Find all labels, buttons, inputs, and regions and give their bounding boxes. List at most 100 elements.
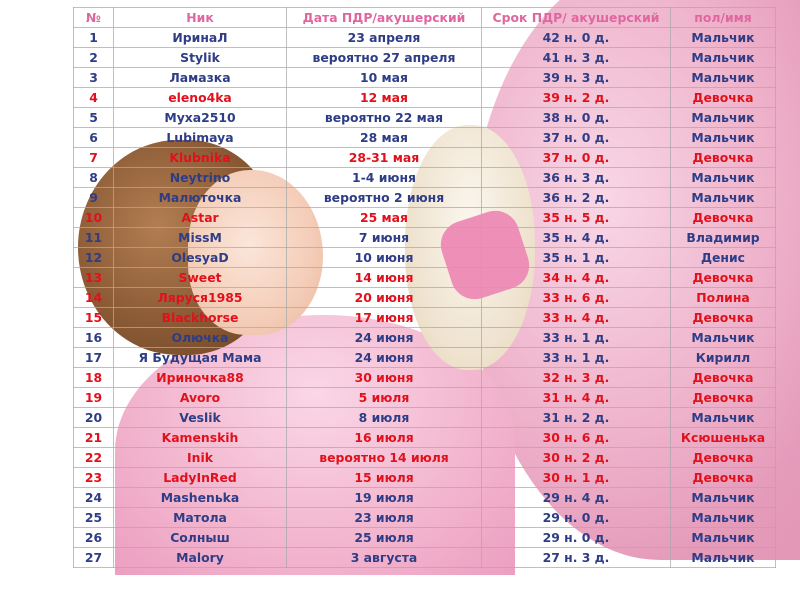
header-number: № bbox=[73, 7, 114, 28]
row-nick: Astar bbox=[113, 207, 287, 228]
table-row: 10 Astar 25 мая 35 н. 5 д. Девочка bbox=[73, 207, 776, 228]
row-number: 6 bbox=[73, 127, 114, 148]
row-due-date: 28 мая bbox=[286, 127, 482, 148]
row-gender: Девочка bbox=[670, 367, 776, 388]
row-term: 39 н. 2 д. bbox=[481, 87, 671, 108]
row-term: 35 н. 5 д. bbox=[481, 207, 671, 228]
row-due-date: 3 августа bbox=[286, 547, 482, 568]
row-due-date: 23 июля bbox=[286, 507, 482, 528]
row-number: 2 bbox=[73, 47, 114, 68]
row-due-date: 24 июня bbox=[286, 327, 482, 348]
header-due-date: Дата ПДР/акушерский bbox=[286, 7, 482, 28]
table-row: 19 Avoro 5 июля 31 н. 4 д. Девочка bbox=[73, 387, 776, 408]
row-gender: Мальчик bbox=[670, 47, 776, 68]
row-term: 35 н. 4 д. bbox=[481, 227, 671, 248]
row-number: 27 bbox=[73, 547, 114, 568]
table-row: 9 Малюточка вероятно 2 июня 36 н. 2 д. Мальч… bbox=[73, 187, 776, 208]
table-row: 11 MissM 7 июня 35 н. 4 д. Владимир bbox=[73, 227, 776, 248]
row-nick: Malory bbox=[113, 547, 287, 568]
row-gender: Мальчик bbox=[670, 67, 776, 88]
table-row: 20 Veslik 8 июля 31 н. 2 д. Мальчик bbox=[73, 407, 776, 428]
table-row: 14 Ляруся1985 20 июня 33 н. 6 д. Полина bbox=[73, 287, 776, 308]
row-nick: Neytrino bbox=[113, 167, 287, 188]
table-row: 21 Kamenskih 16 июля 30 н. 6 д. Ксюшенька bbox=[73, 427, 776, 448]
row-nick: Lubimaya bbox=[113, 127, 287, 148]
row-number: 24 bbox=[73, 487, 114, 508]
row-gender: Девочка bbox=[670, 267, 776, 288]
row-due-date: 10 мая bbox=[286, 67, 482, 88]
row-term: 36 н. 2 д. bbox=[481, 187, 671, 208]
table-row: 17 Я Будущая Мама 24 июня 33 н. 1 д. Кирилл bbox=[73, 347, 776, 368]
row-nick: Я Будущая Мама bbox=[113, 347, 287, 368]
row-gender: Девочка bbox=[670, 307, 776, 328]
row-nick: Ириночка88 bbox=[113, 367, 287, 388]
table-row: 13 Sweet 14 июня 34 н. 4 д. Девочка bbox=[73, 267, 776, 288]
row-due-date: 20 июня bbox=[286, 287, 482, 308]
row-number: 10 bbox=[73, 207, 114, 228]
row-term: 27 н. 3 д. bbox=[481, 547, 671, 568]
row-number: 23 bbox=[73, 467, 114, 488]
row-due-date: 30 июня bbox=[286, 367, 482, 388]
row-number: 22 bbox=[73, 447, 114, 468]
row-number: 1 bbox=[73, 27, 114, 48]
row-number: 8 bbox=[73, 167, 114, 188]
row-nick: Avoro bbox=[113, 387, 287, 408]
row-number: 14 bbox=[73, 287, 114, 308]
row-gender: Мальчик bbox=[670, 327, 776, 348]
row-gender: Девочка bbox=[670, 87, 776, 108]
row-nick: Sweet bbox=[113, 267, 287, 288]
row-due-date: 25 мая bbox=[286, 207, 482, 228]
row-due-date: 25 июля bbox=[286, 527, 482, 548]
row-due-date: 23 апреля bbox=[286, 27, 482, 48]
row-nick: Inik bbox=[113, 447, 287, 468]
row-number: 19 bbox=[73, 387, 114, 408]
table-row: 24 Mashenьka 19 июля 29 н. 4 д. Мальчик bbox=[73, 487, 776, 508]
row-term: 29 н. 0 д. bbox=[481, 507, 671, 528]
row-term: 39 н. 3 д. bbox=[481, 67, 671, 88]
row-nick: Муха2510 bbox=[113, 107, 287, 128]
row-due-date: 5 июля bbox=[286, 387, 482, 408]
row-term: 32 н. 3 д. bbox=[481, 367, 671, 388]
row-term: 30 н. 1 д. bbox=[481, 467, 671, 488]
row-due-date: вероятно 27 апреля bbox=[286, 47, 482, 68]
row-nick: Матола bbox=[113, 507, 287, 528]
row-term: 29 н. 4 д. bbox=[481, 487, 671, 508]
row-gender: Девочка bbox=[670, 147, 776, 168]
row-due-date: 19 июля bbox=[286, 487, 482, 508]
row-nick: OlesyaD bbox=[113, 247, 287, 268]
header-nick: Ник bbox=[113, 7, 287, 28]
row-number: 20 bbox=[73, 407, 114, 428]
row-term: 38 н. 0 д. bbox=[481, 107, 671, 128]
row-term: 33 н. 1 д. bbox=[481, 327, 671, 348]
row-due-date: 10 июня bbox=[286, 247, 482, 268]
row-nick: Ляруся1985 bbox=[113, 287, 287, 308]
row-due-date: 7 июня bbox=[286, 227, 482, 248]
row-due-date: 16 июля bbox=[286, 427, 482, 448]
row-gender: Мальчик bbox=[670, 127, 776, 148]
row-due-date: 28-31 мая bbox=[286, 147, 482, 168]
row-due-date: 24 июня bbox=[286, 347, 482, 368]
row-term: 37 н. 0 д. bbox=[481, 147, 671, 168]
row-nick: Klubnika bbox=[113, 147, 287, 168]
row-number: 15 bbox=[73, 307, 114, 328]
row-term: 29 н. 0 д. bbox=[481, 527, 671, 548]
row-term: 30 н. 2 д. bbox=[481, 447, 671, 468]
row-number: 3 bbox=[73, 67, 114, 88]
row-nick: Blackhorse bbox=[113, 307, 287, 328]
table-row: 5 Муха2510 вероятно 22 мая 38 н. 0 д. Мальчи… bbox=[73, 107, 776, 128]
row-gender: Девочка bbox=[670, 467, 776, 488]
table-row: 15 Blackhorse 17 июня 33 н. 4 д. Девочка bbox=[73, 307, 776, 328]
table-row: 1 ИринаЛ 23 апреля 42 н. 0 д. Мальчик bbox=[73, 27, 776, 48]
header-gender: пол/имя bbox=[670, 7, 776, 28]
table-row: 16 Олючка 24 июня 33 н. 1 д. Мальчик bbox=[73, 327, 776, 348]
row-gender: Девочка bbox=[670, 207, 776, 228]
due-date-table: № Ник Дата ПДР/акушерский Срок ПДР/ акуш… bbox=[73, 7, 776, 568]
row-nick: Солныш bbox=[113, 527, 287, 548]
row-number: 17 bbox=[73, 347, 114, 368]
row-due-date: 12 мая bbox=[286, 87, 482, 108]
row-gender: Мальчик bbox=[670, 107, 776, 128]
table-row: 2 Stylik вероятно 27 апреля 41 н. 3 д. Мальч… bbox=[73, 47, 776, 68]
header-term: Срок ПДР/ акушерский bbox=[481, 7, 671, 28]
table-row: 4 eleno4ka 12 мая 39 н. 2 д. Девочка bbox=[73, 87, 776, 108]
row-number: 7 bbox=[73, 147, 114, 168]
